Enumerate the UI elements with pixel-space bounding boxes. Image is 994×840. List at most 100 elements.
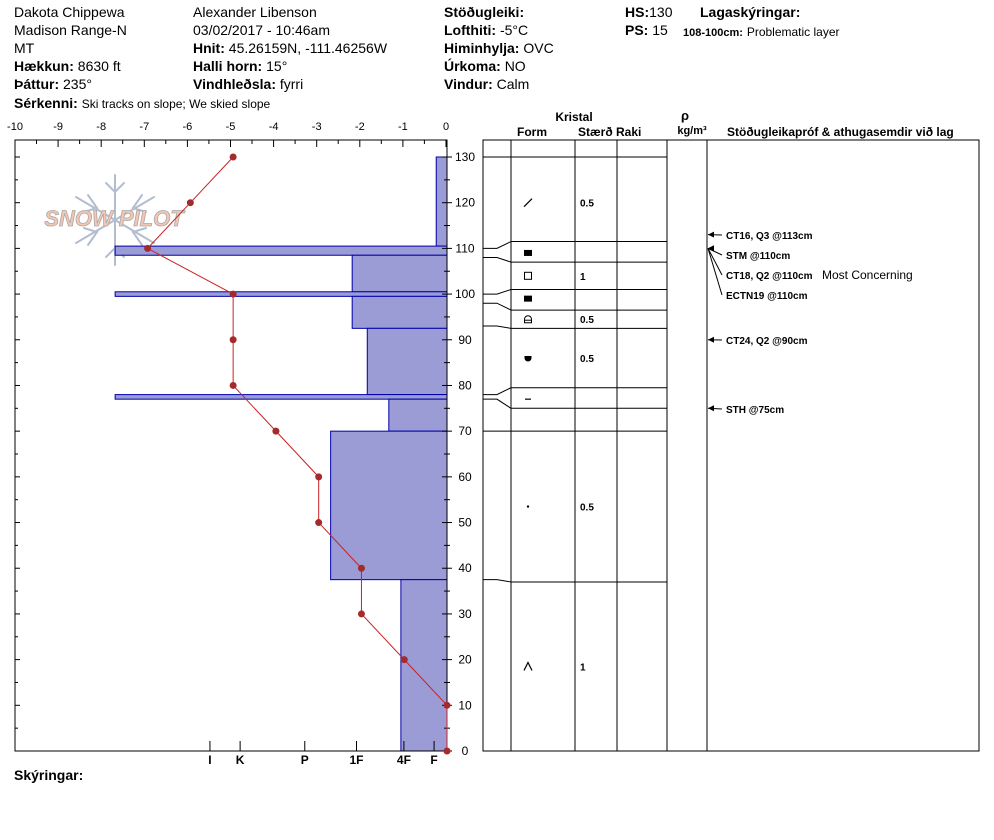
hardness-layer-4 (351, 295, 448, 329)
observation-datetime: 03/02/2017 - 10:46am (193, 22, 330, 38)
stability-test-label: STH @75cm (726, 405, 784, 416)
depth-connector (483, 289, 512, 295)
temp-tick-label: -2 (355, 121, 365, 133)
tests-header: Stöðugleikapróf & athugasemdir við lag (727, 125, 954, 139)
temp-tick-label: -10 (7, 121, 23, 133)
faceted-rounded-icon (524, 315, 532, 324)
hardness-layers (114, 156, 448, 752)
temperature-line (146, 156, 448, 751)
layer-note-range: 108-100cm: (683, 27, 743, 39)
ps-value: 15 (652, 22, 668, 38)
stability-test-label: ECTN19 @110cm (726, 291, 808, 302)
stability-tests: CT16, Q3 @113cm STM @110cm CT18, Q2 @110cm… (707, 231, 913, 416)
height-tick-label: 60 (458, 470, 472, 484)
hardness-layer-6 (114, 394, 448, 400)
temperature-point (357, 610, 365, 618)
test-arrow-icon (708, 231, 714, 238)
melt-form-icon (524, 356, 532, 362)
depth-connector (483, 398, 512, 409)
faceted-rounded-outline (524, 315, 532, 324)
wind-label: Vindur: (444, 76, 493, 92)
coords-label: Hnit: (193, 40, 225, 56)
depth-connector (483, 579, 512, 583)
elevation-value: 8630 ft (77, 58, 121, 74)
height-tick-label: 20 (458, 653, 472, 667)
precipitation-particle-icon (526, 505, 530, 508)
grain-size-value: 0.5 (580, 503, 594, 514)
temp-tick-label: -8 (96, 121, 106, 133)
precip-label: Úrkoma: (444, 58, 501, 74)
hardness-axis: I K P 1F 4F F (208, 741, 438, 767)
wind-loading-value: fyrri (279, 76, 304, 92)
hardness-tick-label: K (236, 753, 245, 767)
ps-label: PS: (625, 22, 649, 38)
depth-hoar-icon (523, 661, 533, 671)
height-tick-label: 80 (458, 378, 472, 392)
comments-label: Skýringar: (14, 767, 84, 783)
test-pointer-line (707, 248, 723, 296)
profile-header: Dakota Chippewa Madison Range-N MT Hækku… (0, 0, 994, 111)
temp-tick-label: -5 (226, 121, 236, 133)
hardness-layer-7 (388, 398, 448, 432)
hardness-layer-9 (400, 579, 448, 752)
hardness-layer-5 (366, 327, 448, 396)
temperature-point (229, 153, 237, 161)
temperature-axis: -10 -9 -8 -7 -6 -5 -4 -3 -2 -1 0 (7, 121, 449, 147)
grain-size-value: 0.5 (580, 354, 594, 365)
observer-name: Alexander Libenson (193, 4, 317, 20)
hardness-tick-label: 1F (349, 753, 363, 767)
hardness-layer-2 (351, 254, 448, 293)
depth-connector (483, 302, 512, 311)
snowpilot-logo: SNOW PILOT (44, 174, 186, 266)
logo-text: SNOW PILOT (44, 206, 185, 231)
temperature-profile (144, 153, 451, 755)
hardness-layer-8 (330, 430, 448, 581)
surface-hoar-icon (524, 295, 532, 302)
hardness-tick-label: 4F (397, 753, 411, 767)
hardness-tick-label: I (208, 753, 211, 767)
hardness-layer-0 (435, 156, 448, 247)
faceted-crystal-icon (524, 271, 532, 280)
temperature-point (229, 381, 237, 389)
height-tick-label: 120 (455, 196, 475, 210)
height-axis: 0 10 20 30 40 50 60 70 80 90 100 110 120 130 (15, 150, 475, 758)
temperature-point (229, 336, 237, 344)
precip-value: NO (504, 58, 526, 74)
temp-tick-label: -3 (312, 121, 322, 133)
height-tick-label: 130 (455, 150, 475, 164)
height-tick-label: 110 (455, 241, 474, 255)
slope-label: Halli horn: (193, 58, 263, 74)
elevation-label: Hækkun: (14, 58, 74, 74)
height-tick-label: 0 (462, 744, 469, 758)
surface-hoar-icon (524, 249, 532, 256)
test-arrow-icon (708, 336, 714, 343)
depth-connector (483, 325, 512, 329)
moisture-header: Raki (616, 125, 641, 139)
wind-value: Calm (496, 76, 530, 92)
decomposing-icon (523, 198, 533, 208)
grain-size-value: 0.5 (580, 315, 594, 326)
hardness-layer-3 (114, 291, 448, 297)
crystal-header: Kristal (555, 110, 592, 124)
layer-table: Kristal Form Stærð Raki ρ kg/m³ Stöðugleikapró… (482, 108, 980, 752)
remarks-label: Sérkenni: (14, 95, 78, 111)
location-name: Dakota Chippewa (14, 4, 125, 20)
hs-label: HS: (625, 4, 650, 20)
stability-test-label: CT16, Q3 @113cm (726, 231, 813, 242)
stability-test-note: Most Concerning (822, 268, 913, 282)
temperature-point (272, 427, 280, 435)
temperature-point (144, 244, 152, 252)
height-tick-label: 90 (458, 333, 472, 347)
density-unit-header: kg/m³ (677, 125, 707, 137)
height-tick-label: 50 (458, 516, 472, 530)
temperature-point (229, 290, 237, 298)
hardness-tick-label: P (301, 753, 309, 767)
temperature-point (400, 656, 408, 664)
height-tick-label: 70 (458, 424, 472, 438)
state-name: MT (14, 40, 35, 56)
slope-value: 15° (266, 58, 288, 74)
height-tick-label: 10 (458, 698, 472, 712)
coords-value: 45.26159N, -111.46256W (228, 40, 388, 56)
depth-connector (483, 257, 512, 263)
